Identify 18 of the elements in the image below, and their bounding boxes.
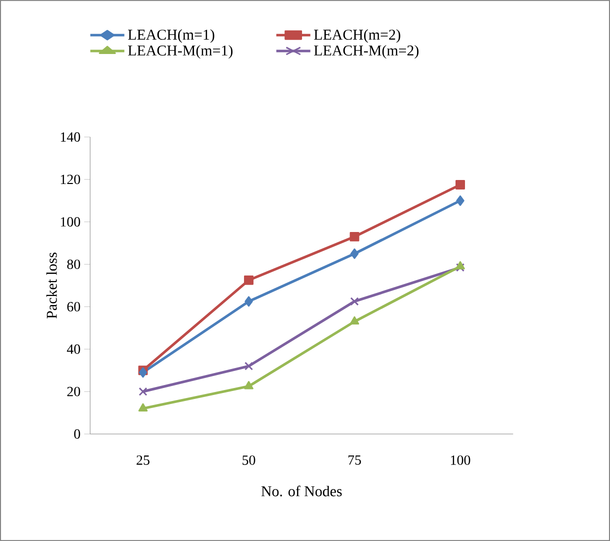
y-tick-label: 40 (66, 344, 80, 354)
y-tick-label: 20 (67, 386, 80, 396)
y-tick-label: 60 (67, 302, 80, 312)
y-axis-title: Packet loss (46, 252, 57, 318)
y-tick-label: 120 (60, 174, 80, 184)
x-tick-label: 100 (451, 455, 470, 465)
x-tick-label: 25 (136, 455, 150, 465)
legend-label: LEACH-M(m=1) (128, 45, 233, 59)
legend-label: LEACH(m=1) (128, 29, 214, 43)
x-axis-title: No. of Nodes (261, 486, 342, 496)
legend-label: LEACH-M(m=2) (314, 45, 419, 59)
y-tick-label: 0 (74, 429, 80, 439)
legend-label: LEACH(m=2) (314, 29, 400, 43)
y-tick-label: 80 (67, 260, 80, 269)
y-tick-label: 100 (60, 217, 80, 227)
x-tick-label: 50 (242, 455, 256, 465)
y-tick-label: 140 (60, 132, 80, 142)
x-tick-label: 75 (348, 455, 361, 465)
